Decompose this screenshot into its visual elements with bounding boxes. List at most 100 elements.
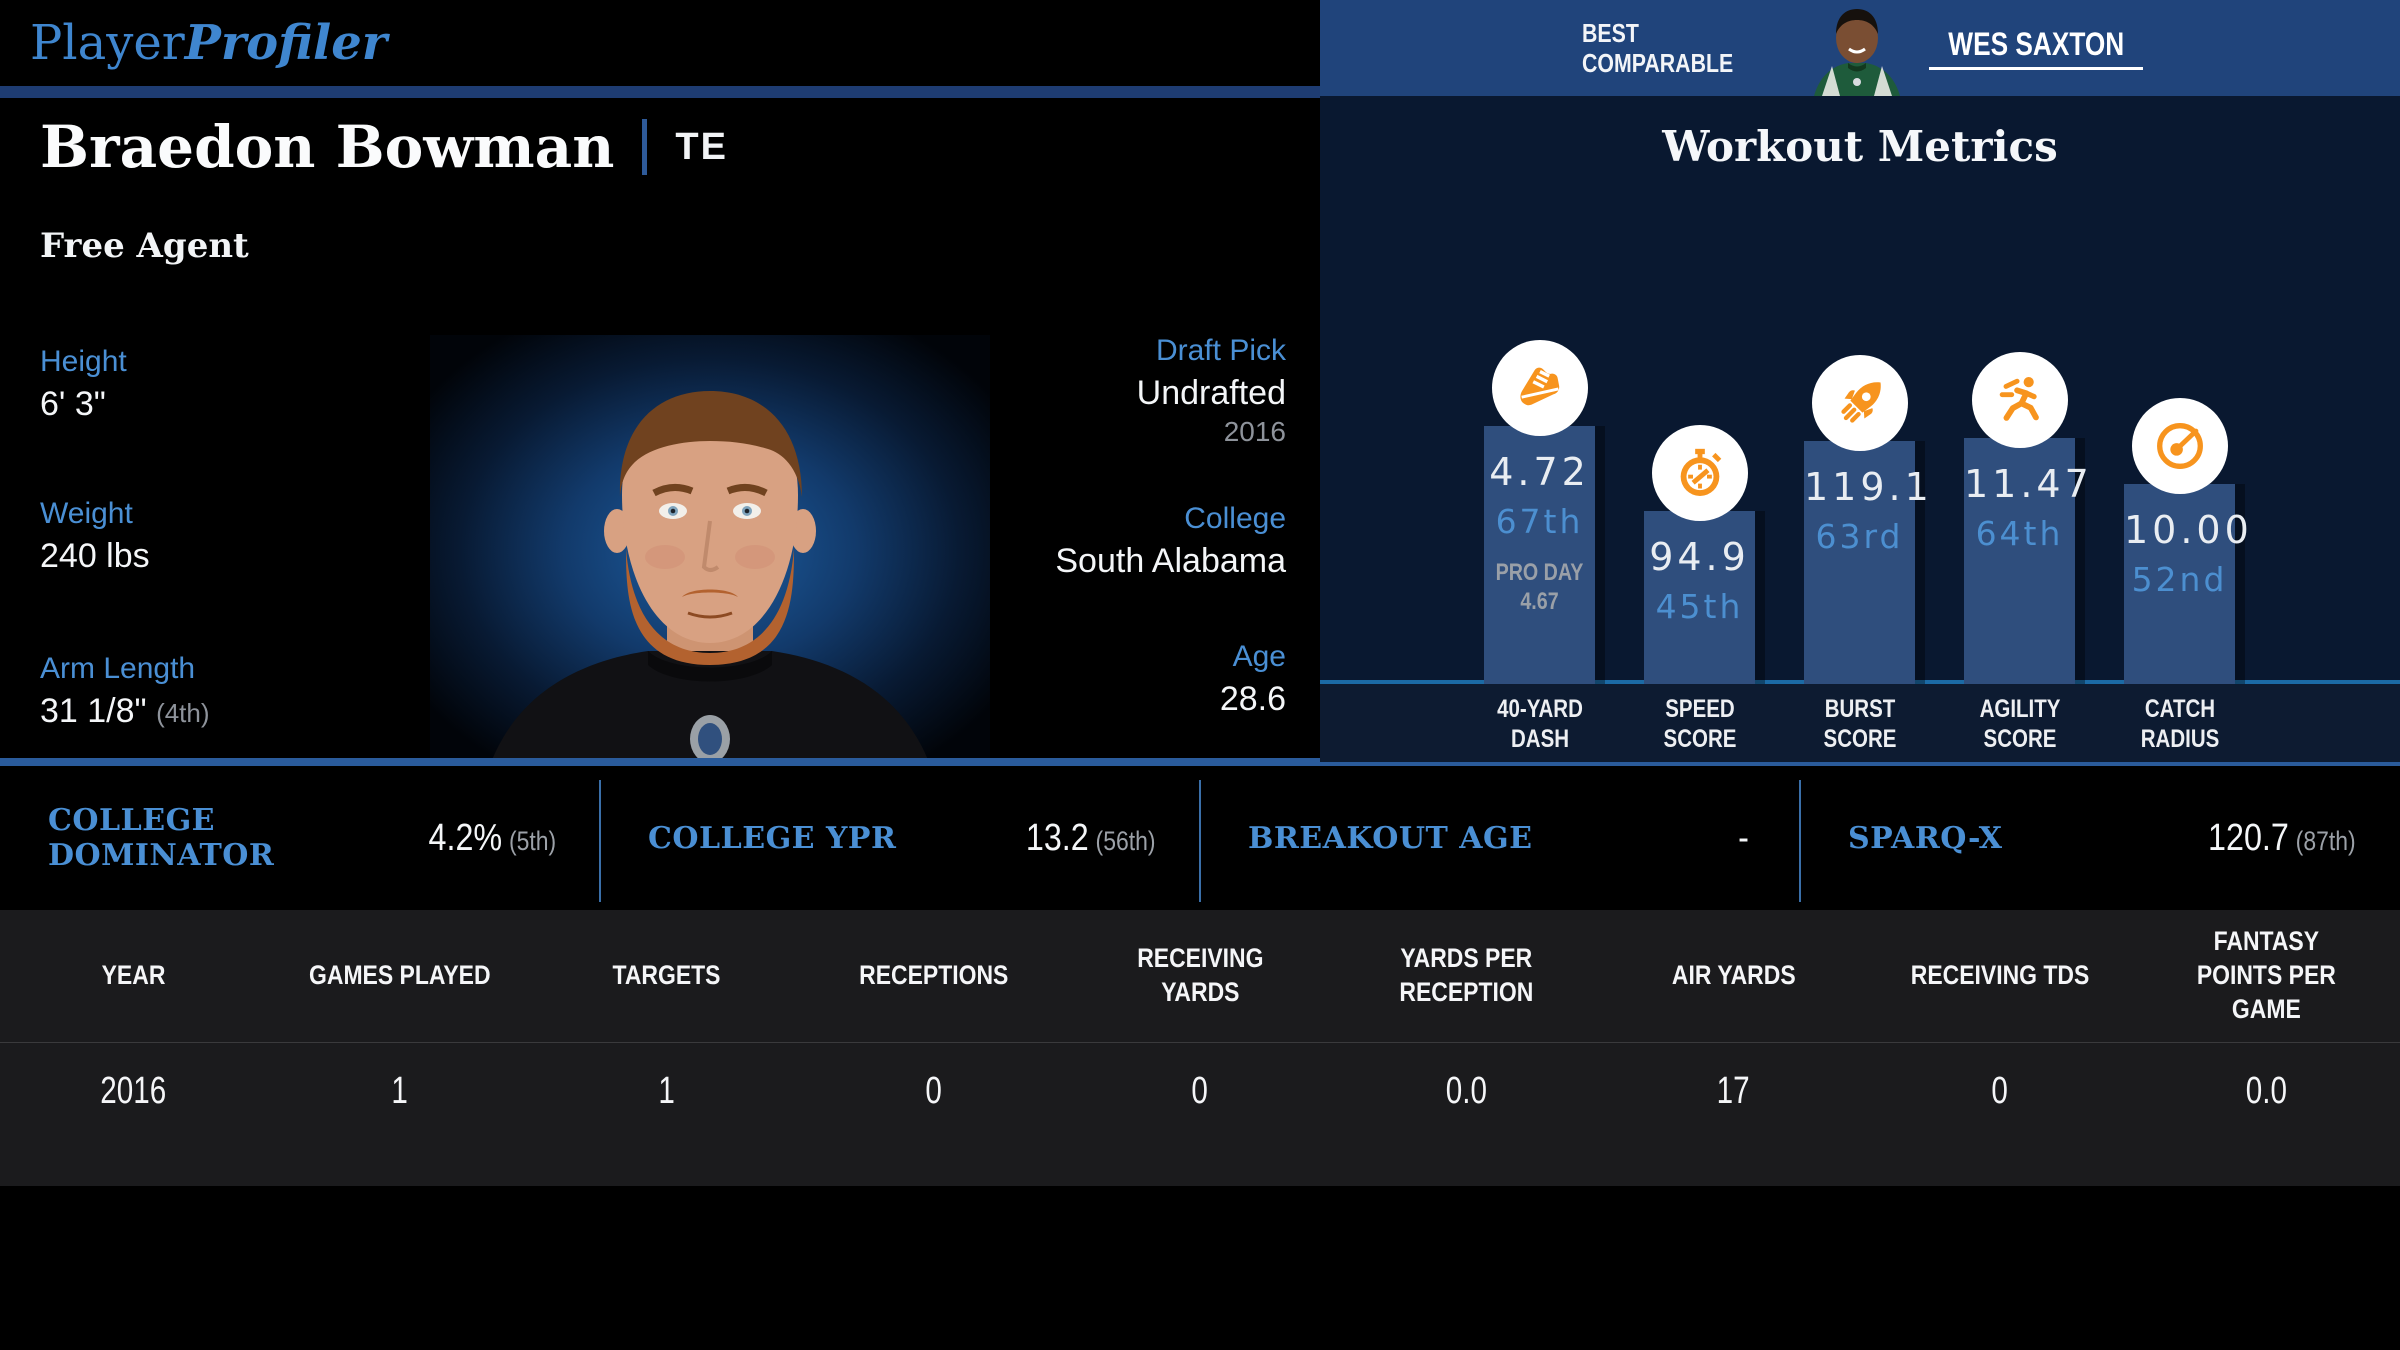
stat-value: 120.7 bbox=[2208, 816, 2290, 859]
stat-value-group: - bbox=[1738, 817, 1756, 860]
metric-percentile: 67th bbox=[1495, 502, 1584, 541]
team-status: Free Agent bbox=[40, 226, 249, 266]
position-divider bbox=[642, 119, 648, 175]
pro-day-note: PRO DAY 4.67 bbox=[1495, 559, 1584, 615]
metric-40-yard-dash: 4.72 67th PRO DAY 4.67 bbox=[1460, 96, 1620, 684]
stat-rank: (56th) bbox=[1096, 825, 1156, 856]
column-header-year: YEAR bbox=[101, 960, 166, 991]
college-stats-row: COLLEGE DOMINATOR 4.2% (5th) COLLEGE YPR … bbox=[0, 766, 2400, 910]
metric-percentile: 52nd bbox=[2131, 560, 2228, 599]
attribute-value: 28.6 bbox=[1219, 680, 1286, 718]
stat-value-group: 120.7 (87th) bbox=[2208, 817, 2356, 860]
comparable-player-link[interactable]: WES SAXTON bbox=[1926, 26, 2146, 70]
stat-college-dominator: COLLEGE DOMINATOR 4.2% (5th) bbox=[48, 803, 556, 873]
cell-games-played: 1 bbox=[391, 1069, 409, 1112]
logo-profiler-text: Profiler bbox=[184, 15, 388, 71]
metric-bar: 10.00 52nd bbox=[2124, 484, 2253, 684]
metric-label-burst-score: BURST SCORE bbox=[1823, 695, 1897, 753]
attribute-value: South Alabama bbox=[1055, 542, 1286, 580]
metric-value: 11.47 bbox=[1964, 462, 2093, 506]
attribute-college: College South Alabama bbox=[1055, 502, 1286, 580]
metric-value: 10.00 bbox=[2124, 508, 2253, 552]
metric-value: 94.9 bbox=[1649, 535, 1750, 579]
stat-breakout-age: BREAKOUT AGE - bbox=[1200, 766, 1800, 910]
metric-bar: 94.9 45th bbox=[1644, 511, 1755, 684]
stopwatch-icon bbox=[1652, 425, 1748, 521]
stat-divider bbox=[1799, 780, 1801, 902]
attribute-label: Draft Pick bbox=[1155, 334, 1286, 367]
metric-catch-radius: 10.00 52nd bbox=[2100, 96, 2260, 684]
column-header-receiving-tds: RECEIVING TDS bbox=[1910, 960, 2090, 991]
best-comparable-header: BEST COMPARABLE WES SAXTON bbox=[1320, 0, 2400, 96]
attribute-label: Age bbox=[1232, 640, 1286, 673]
runner-icon bbox=[1972, 352, 2068, 448]
metric-bar: 11.47 64th bbox=[1964, 438, 2093, 684]
cell-receptions: 0 bbox=[925, 1069, 942, 1112]
table-header-divider bbox=[0, 1042, 2400, 1043]
rocket-icon bbox=[1812, 355, 1908, 451]
section-divider bbox=[0, 758, 2400, 766]
cell-air-yards: 17 bbox=[1716, 1069, 1750, 1112]
attribute-value: 240 lbs bbox=[40, 537, 150, 575]
draft-year: 2016 bbox=[1223, 416, 1286, 447]
metric-labels-strip: 40-YARD DASH SPEED SCORE BURST SCORE AGI… bbox=[1320, 680, 2400, 762]
best-comparable-label: BEST COMPARABLE bbox=[1582, 18, 1734, 78]
metric-speed-score: 94.9 45th bbox=[1620, 96, 1780, 684]
season-stats-table: YEAR GAMES PLAYED TARGETS RECEPTIONS REC… bbox=[0, 910, 2400, 1186]
attribute-value: 31 1/8" (4th) bbox=[40, 692, 210, 730]
stat-divider bbox=[599, 780, 601, 902]
metric-value: 119.1 bbox=[1804, 465, 1933, 509]
stat-value-group: 13.2 (56th) bbox=[1026, 817, 1156, 860]
page-title: Braedon Bowman bbox=[40, 113, 615, 181]
attribute-draft-pick: Draft Pick Undrafted 2016 bbox=[1137, 336, 1286, 446]
player-name-row: Braedon Bowman TE bbox=[40, 118, 728, 176]
cell-yards-per-reception: 0.0 bbox=[1446, 1069, 1488, 1112]
logo-player-text: Player bbox=[30, 15, 185, 71]
attribute-label: Weight bbox=[40, 497, 133, 530]
attribute-value: 6' 3" bbox=[40, 385, 106, 423]
table-header-row: YEAR GAMES PLAYED TARGETS RECEPTIONS REC… bbox=[0, 910, 2400, 1042]
cell-targets: 1 bbox=[658, 1069, 675, 1112]
column-header-receptions: RECEPTIONS bbox=[858, 960, 1008, 991]
cell-year: 2016 bbox=[100, 1069, 167, 1112]
stat-value: 4.2% bbox=[428, 816, 502, 859]
attribute-arm-length: Arm Length 31 1/8" (4th) bbox=[40, 652, 210, 730]
column-header-targets: TARGETS bbox=[612, 960, 721, 991]
metric-label-agility-score: AGILITY SCORE bbox=[1979, 695, 2061, 753]
stat-divider bbox=[1199, 780, 1201, 902]
player-profiler-logo[interactable]: PlayerProfiler bbox=[30, 15, 387, 71]
attribute-age: Age 28.6 bbox=[1219, 640, 1286, 718]
column-header-receiving-yards: RECEIVING YARDS bbox=[1136, 943, 1264, 1007]
attribute-label: Arm Length bbox=[40, 652, 196, 685]
stat-value: 13.2 bbox=[1026, 816, 1090, 859]
column-header-air-yards: AIR YARDS bbox=[1671, 960, 1796, 991]
cell-receiving-tds: 0 bbox=[1991, 1069, 2009, 1112]
stat-rank: (5th) bbox=[508, 825, 556, 856]
column-header-games-played: GAMES PLAYED bbox=[309, 960, 491, 991]
stat-value-group: 4.2% (5th) bbox=[428, 817, 556, 860]
player-photo bbox=[430, 335, 990, 765]
attribute-rank: (4th) bbox=[156, 698, 210, 728]
gauge-icon bbox=[2132, 398, 2228, 494]
workout-metrics-chart: 4.72 67th PRO DAY 4.67 bbox=[1320, 96, 2400, 684]
workout-metrics-title: Workout Metrics bbox=[1662, 122, 2058, 171]
attribute-label: College bbox=[1184, 502, 1286, 535]
comparable-player-photo[interactable] bbox=[1802, 4, 1912, 96]
attribute-height: Height 6' 3" bbox=[40, 345, 127, 423]
column-header-yards-per-reception: YARDS PER RECEPTION bbox=[1399, 943, 1534, 1007]
table-row: 2016 1 1 0 0 0.0 17 0 0.0 bbox=[0, 1043, 2400, 1139]
cell-receiving-yards: 0 bbox=[1191, 1069, 1209, 1112]
metric-burst-score: 119.1 63rd bbox=[1780, 96, 1940, 684]
stat-rank: (87th) bbox=[2296, 825, 2356, 856]
workout-metrics-panel: Workout Metrics 4.72 67th PRO DAY 4.67 bbox=[1320, 96, 2400, 762]
metric-label-speed-score: SPEED SCORE bbox=[1663, 695, 1737, 753]
metric-bar: 119.1 63rd bbox=[1804, 441, 1933, 684]
metric-percentile: 64th bbox=[1975, 514, 2064, 553]
shoe-icon bbox=[1492, 340, 1588, 436]
metric-percentile: 63rd bbox=[1815, 517, 1904, 556]
column-header-fantasy-points-per-game: FANTASY POINTS PER GAME bbox=[2197, 926, 2337, 1024]
stat-value: - bbox=[1738, 816, 1750, 859]
attribute-label: Height bbox=[40, 345, 127, 378]
metric-value: 4.72 bbox=[1489, 450, 1590, 494]
